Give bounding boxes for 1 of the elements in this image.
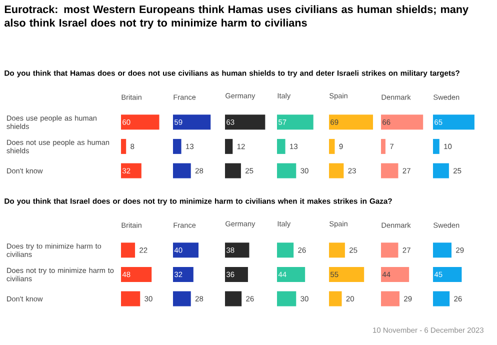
text: Eurotrack: most Western Europeans think Hamas uses civilians as human shields; many also think Israel does not try to minimize harm to civilians bbox=[4, 5, 468, 29]
